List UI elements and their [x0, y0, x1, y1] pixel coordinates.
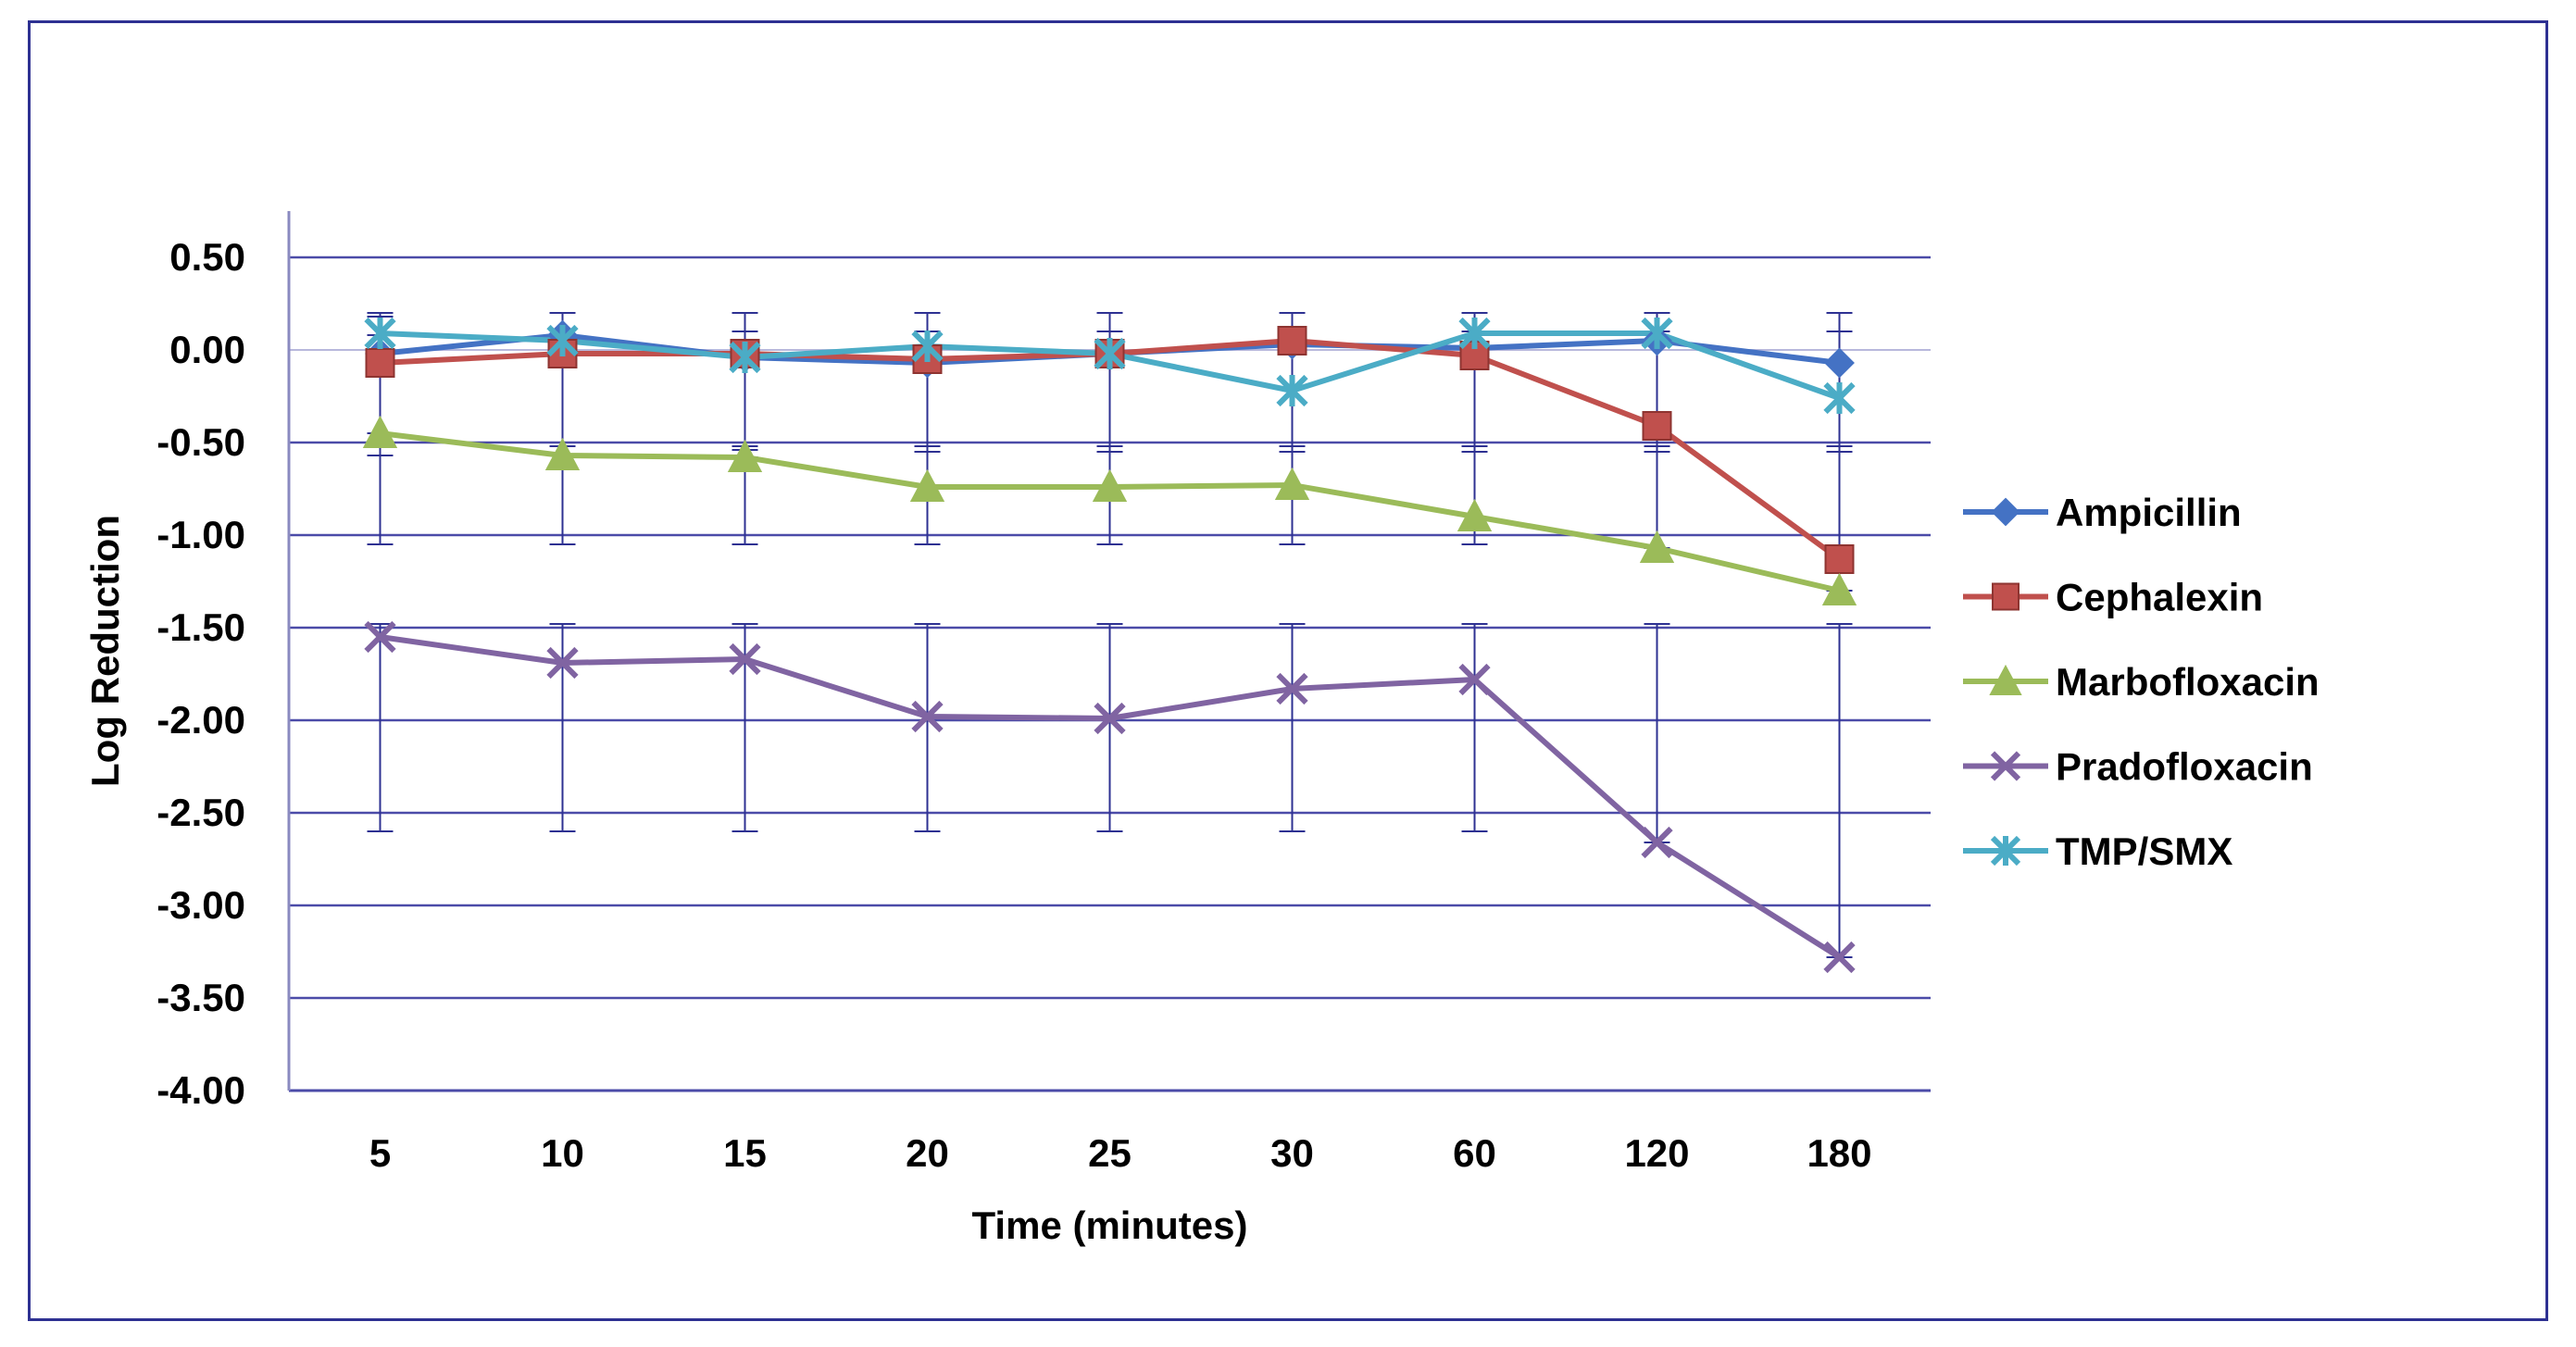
x-marker-stroke	[546, 646, 579, 680]
x-tick-label: 120	[1624, 1131, 1689, 1175]
legend-item: Cephalexin	[1963, 576, 2263, 619]
x-tick-label: 60	[1453, 1131, 1496, 1175]
x-marker-stroke	[911, 700, 944, 733]
legend-label: Pradofloxacin	[2056, 745, 2313, 789]
y-tick-label: -2.00	[156, 698, 245, 742]
x-tick-label: 25	[1088, 1131, 1132, 1175]
x-tick-label: 5	[369, 1131, 391, 1175]
data-point-square	[1277, 326, 1307, 355]
x-tick-labels: 5 10 15 20 25 30 60 120 180	[369, 1131, 1872, 1175]
legend-item: Ampicillin	[1963, 491, 2242, 534]
y-tick-label: -3.00	[156, 883, 245, 927]
y-tick-label: -2.50	[156, 791, 245, 834]
data-point-square	[1824, 544, 1855, 574]
x-tick-label: 180	[1807, 1131, 1871, 1175]
data-point-star	[1990, 835, 2021, 867]
data-point-x	[729, 642, 761, 676]
data-point-triangle	[909, 468, 945, 502]
x-tick-label: 10	[541, 1131, 584, 1175]
y-tick-label: 0.50	[169, 235, 245, 279]
data-point-x	[1641, 826, 1673, 859]
data-point-star	[1094, 337, 1126, 370]
y-tick-label: 0.00	[169, 328, 245, 371]
data-point-star	[1276, 374, 1308, 407]
x-marker-stroke	[364, 620, 396, 654]
data-point-square	[1642, 411, 1672, 441]
x-marker-stroke	[1458, 663, 1491, 696]
legend-label: Ampicillin	[2056, 491, 2242, 534]
y-tick-label: -3.50	[156, 976, 245, 1019]
data-point-triangle	[1274, 467, 1310, 500]
data-point-triangle	[1989, 664, 2022, 695]
x-tick-label: 15	[723, 1131, 767, 1175]
x-tick-label: 30	[1270, 1131, 1314, 1175]
error-bars	[367, 312, 1853, 958]
figure-frame	[28, 20, 2548, 1321]
x-marker-stroke	[1641, 826, 1673, 859]
data-point-star	[1641, 317, 1673, 350]
y-tick-label: -4.00	[156, 1068, 245, 1112]
data-point-square	[365, 348, 395, 378]
y-tick-label: -1.50	[156, 605, 245, 649]
legend-item: Marbofloxacin	[1963, 660, 2320, 704]
data-point-triangle	[1457, 498, 1493, 531]
data-point-diamond	[1824, 347, 1855, 379]
data-point-square	[1992, 582, 2020, 611]
legend-label: Cephalexin	[2056, 576, 2263, 619]
x-tick-label: 20	[906, 1131, 949, 1175]
data-point-triangle	[1821, 572, 1857, 605]
data-point-x	[546, 646, 579, 680]
data-point-triangle	[727, 439, 763, 472]
data-point-x	[1823, 941, 1856, 974]
y-axis-title: Log Reduction	[83, 515, 127, 787]
legend-item: Pradofloxacin	[1963, 745, 2313, 789]
data-point-star	[1823, 381, 1856, 415]
x-marker-stroke	[1094, 702, 1126, 735]
data-point-x	[1276, 672, 1308, 705]
data-point-x	[1458, 663, 1491, 696]
data-point-triangle	[1639, 530, 1675, 563]
y-tick-labels: 0.50 0.00 -0.50 -1.00 -1.50 -2.00 -2.50 -3.00 -3…	[156, 235, 245, 1112]
x-marker-stroke	[1823, 941, 1856, 974]
y-tick-label: -0.50	[156, 420, 245, 464]
legend-label: TMP/SMX	[2056, 829, 2232, 873]
data-point-x	[1094, 702, 1126, 735]
data-point-star	[729, 341, 761, 374]
x-axis-title: Time (minutes)	[972, 1204, 1248, 1247]
data-point-triangle	[362, 415, 398, 448]
x-marker-stroke	[1276, 672, 1308, 705]
data-point-triangle	[544, 437, 581, 470]
series-markers	[362, 317, 1857, 974]
data-point-star	[911, 330, 944, 363]
y-tick-label: -1.00	[156, 513, 245, 556]
data-point-x	[1990, 751, 2021, 781]
data-point-triangle	[1092, 468, 1128, 502]
x-marker-stroke	[729, 642, 761, 676]
data-point-x	[911, 700, 944, 733]
legend-item: TMP/SMX	[1963, 829, 2232, 873]
data-point-x	[364, 620, 396, 654]
legend-label: Marbofloxacin	[2056, 660, 2320, 704]
data-point-star	[546, 324, 579, 357]
data-point-star	[1458, 317, 1491, 350]
x-marker-stroke	[1990, 751, 2021, 781]
data-point-diamond	[1991, 497, 2020, 527]
legend: Ampicillin Cephalexin Marbofloxacin Pradofl…	[1963, 491, 2320, 873]
data-point-star	[364, 317, 396, 350]
